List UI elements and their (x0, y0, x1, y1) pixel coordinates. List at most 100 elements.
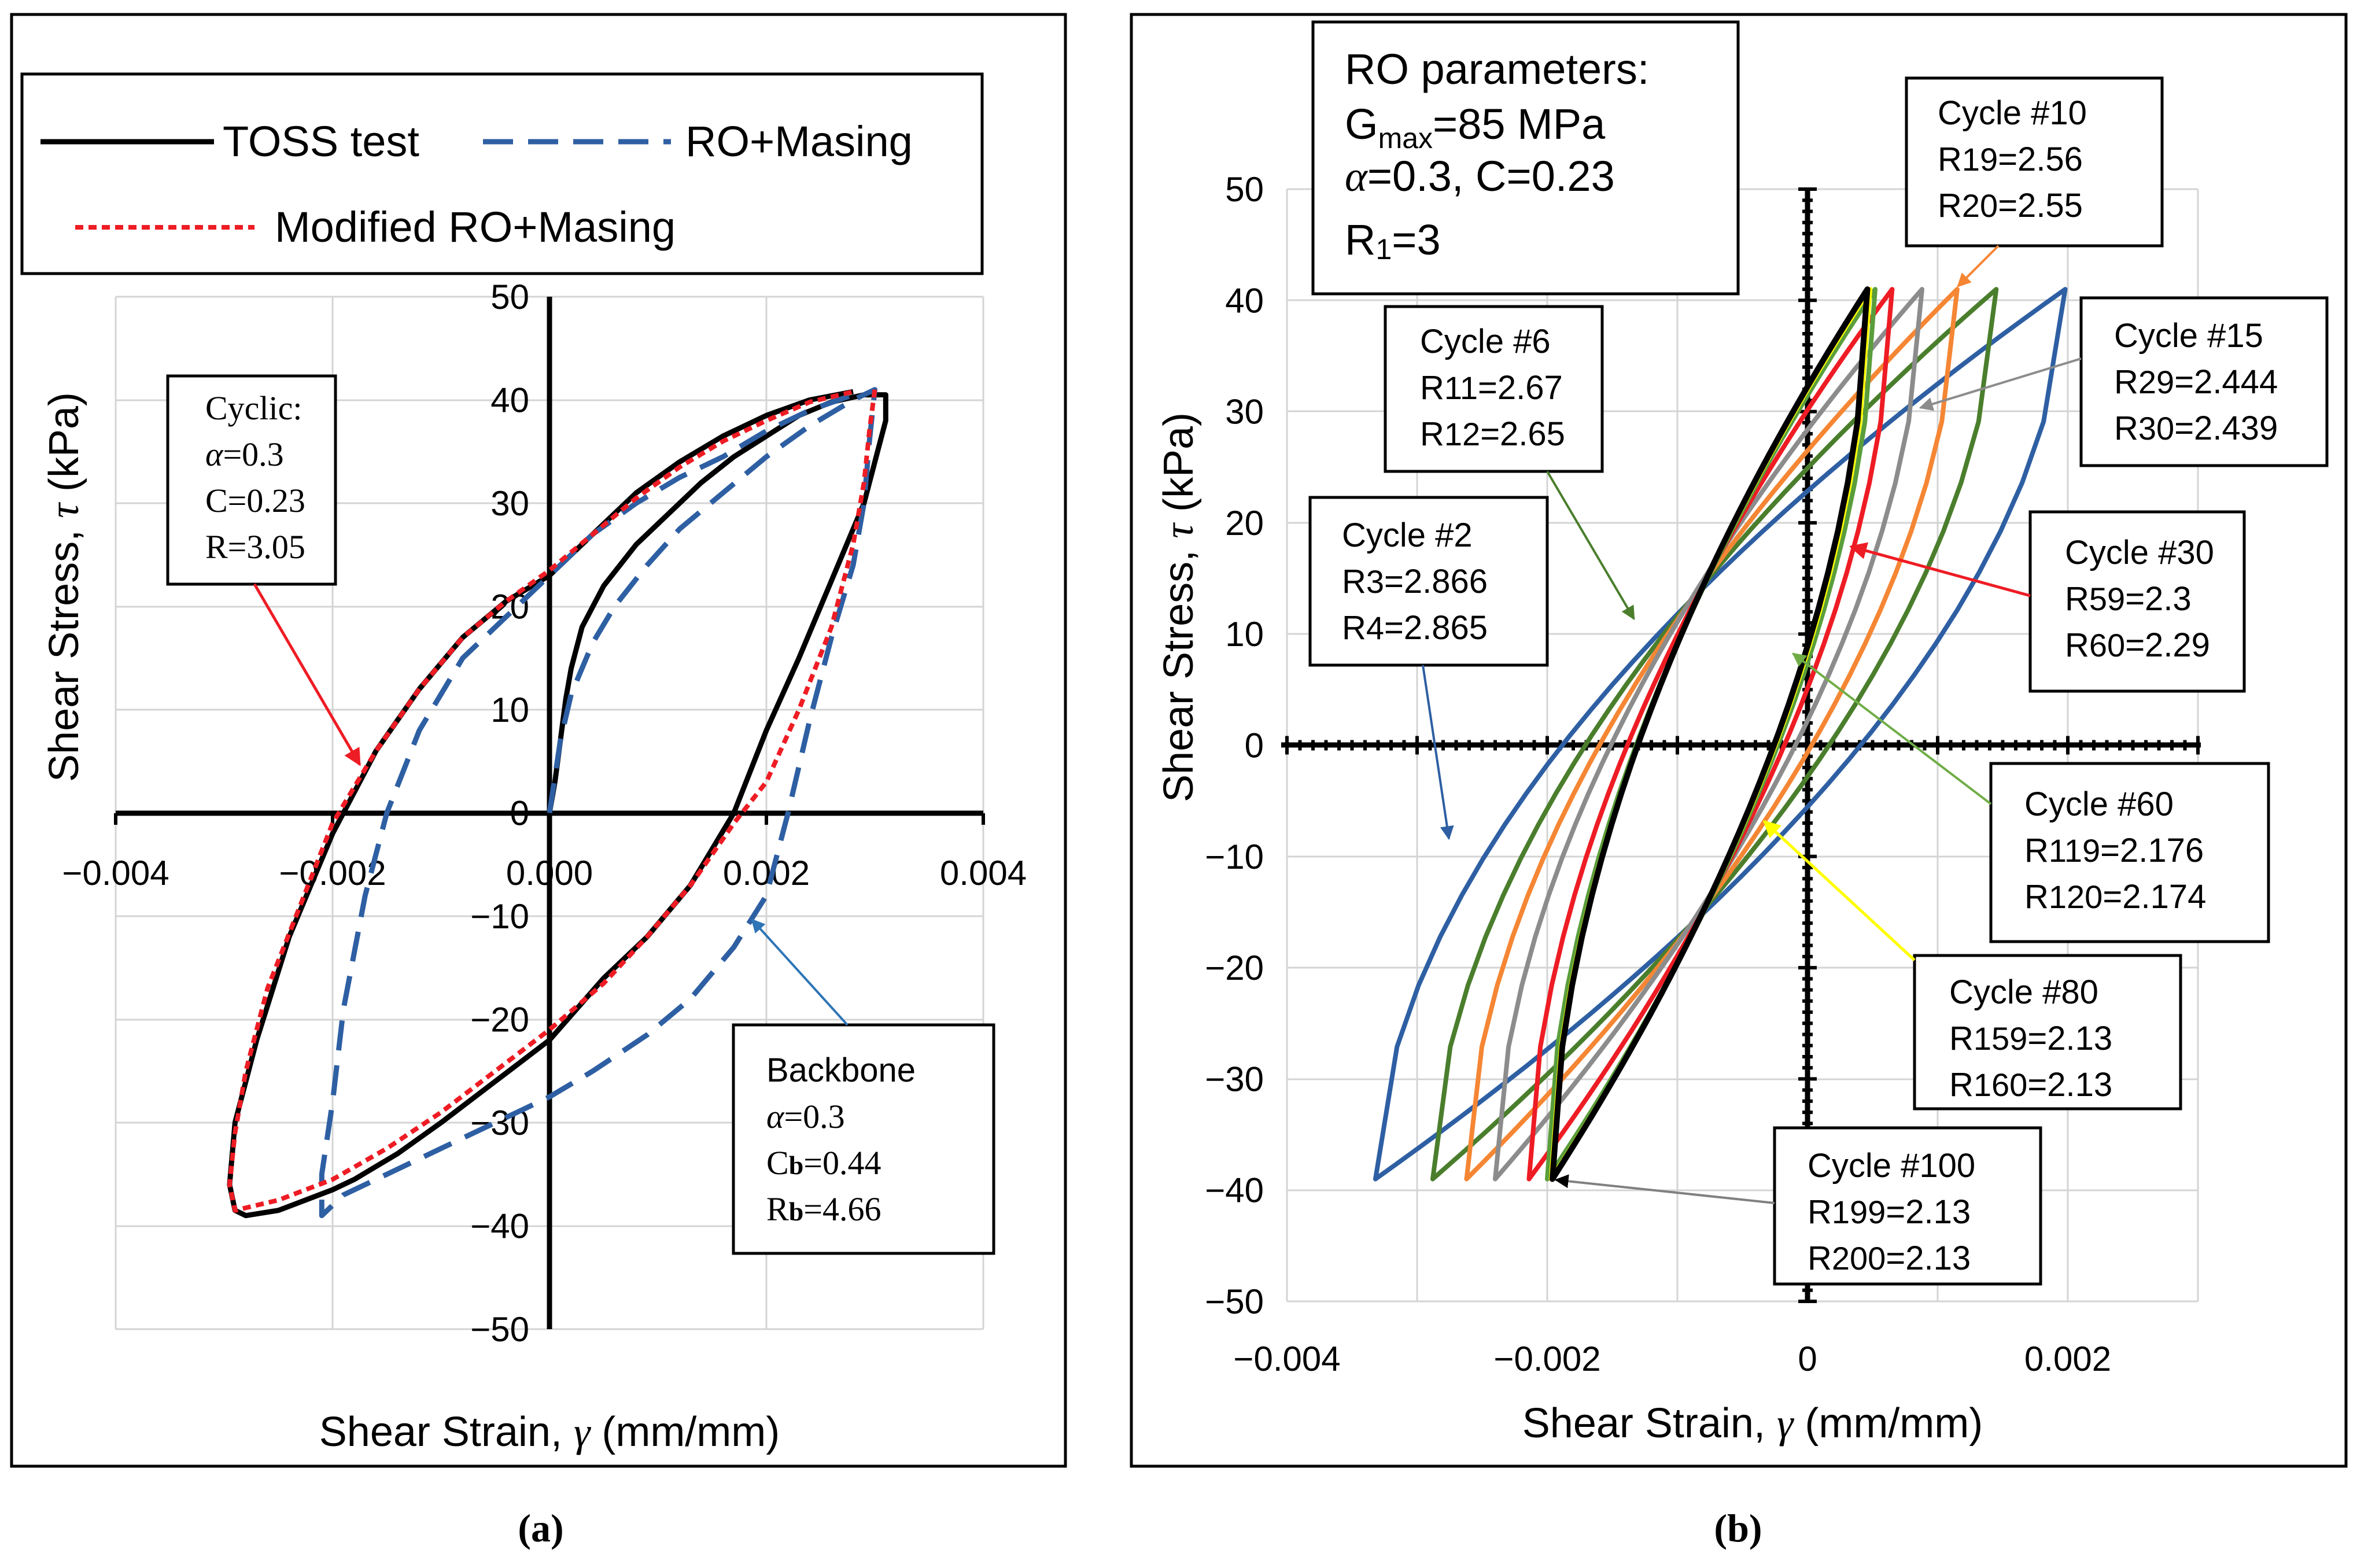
annotation-cycle-60-arrow (1792, 652, 1992, 805)
panel-b-y-tick-label: −30 (1205, 1060, 1264, 1098)
panel-b-series (1373, 286, 2068, 1182)
annotation-cycle-10-arrow (1957, 245, 2000, 287)
svg-text:Cycle #100: Cycle #100 (1808, 1147, 1975, 1185)
panel-b-y-tick-label: 50 (1225, 170, 1264, 209)
svg-text:R200=2.13: R200=2.13 (1808, 1239, 1971, 1277)
panel-a-x-tick-label: 0.002 (723, 854, 810, 892)
svg-text:α=0.3: α=0.3 (205, 436, 284, 473)
annotation-cycle-30-arrow (1849, 542, 2031, 597)
svg-text:Cycle #15: Cycle #15 (2114, 317, 2263, 355)
annotation-backbone-arrow (751, 918, 849, 1026)
annotation-cycle-80: Cycle #80 R159=2.13 R160=2.13 (1762, 820, 2182, 1110)
svg-text:R=3.05: R=3.05 (205, 528, 305, 566)
legend-label-ro: RO+Masing (685, 117, 913, 165)
svg-text:Cycle #6: Cycle #6 (1420, 323, 1551, 360)
panel-a-caption: (a) (518, 1506, 563, 1550)
svg-text:R11=2.67: R11=2.67 (1420, 369, 1563, 407)
panel-a-x-tick-labels: −0.004 −0.002 0.000 0.002 0.004 (62, 854, 1027, 892)
svg-text:R59=2.3: R59=2.3 (2065, 580, 2192, 618)
svg-text:Cycle #30: Cycle #30 (2065, 534, 2214, 571)
panel-b-x-tick-label: 0 (1798, 1340, 1817, 1378)
svg-text:C=0.23: C=0.23 (205, 482, 305, 519)
panel-a-legend: TOSS test RO+Masing Modified RO+Masing (20, 72, 984, 275)
panel-b-loop-cycle-10 (1464, 287, 1960, 1182)
panel-b-y-tick-labels: −50 −40 −30 −20 −10 0 10 20 30 40 50 (1205, 170, 1264, 1321)
svg-text:R3=2.866: R3=2.866 (1342, 563, 1488, 600)
panel-b-loop-cycle-6 (1430, 287, 1999, 1182)
panel-b-y-tick-label: 30 (1225, 393, 1264, 431)
panel-a-y-tick-label: −50 (470, 1310, 529, 1349)
svg-text:R60=2.29: R60=2.29 (2065, 626, 2210, 664)
annotation-cycle-6-arrow (1546, 470, 1635, 621)
svg-text:α=0.3: α=0.3 (766, 1098, 845, 1135)
svg-text:R29=2.444: R29=2.444 (2114, 363, 2278, 401)
annotation-cycle-100: Cycle #100 R199=2.13 R200=2.13 (1554, 1126, 2042, 1286)
svg-text:RO parameters:: RO parameters: (1345, 45, 1649, 93)
annotation-backbone: Backbone α=0.3 Cb=0.44 Rb=4.66 (732, 918, 995, 1255)
panel-a-series (227, 387, 888, 1219)
panel-a-y-axis-title: Shear Stress, τ (kPa) (41, 392, 87, 782)
annotation-cycle-10: Cycle #10 R19=2.56 R20=2.55 (1905, 76, 2164, 287)
panel-b-y-tick-label: −20 (1205, 949, 1264, 987)
annotation-cycle-6: Cycle #6 R11=2.67 R12=2.65 (1384, 305, 1635, 621)
svg-text:Cyclic:: Cyclic: (205, 389, 303, 427)
panel-a-y-tick-label: −20 (470, 1001, 529, 1039)
panel-a: −0.004 −0.002 0.000 0.002 0.004 −50−40−30−20… (10, 13, 1067, 1550)
svg-text:Cb=0.44: Cb=0.44 (766, 1144, 881, 1182)
annotation-cycle-30: Cycle #30 R59=2.3 R60=2.29 (1849, 510, 2246, 693)
panel-b-loop-cycle-100 (1550, 286, 1871, 1182)
svg-text:R20=2.55: R20=2.55 (1938, 187, 2083, 224)
annotation-cycle-60: Cycle #60 R119=2.176 R120=2.174 (1792, 652, 2270, 943)
annotation-cyclic: Cyclic: α=0.3 C=0.23 R=3.05 (166, 374, 362, 766)
panel-b-y-tick-label: 40 (1225, 281, 1264, 320)
panel-a-y-tick-label: −10 (470, 897, 529, 936)
svg-text:R160=2.13: R160=2.13 (1949, 1066, 2112, 1104)
panel-b-y-tick-label: 0 (1245, 726, 1264, 765)
annotation-cycle-80-arrow (1762, 820, 1916, 961)
panel-a-series-line-2 (227, 389, 877, 1213)
svg-text:R19=2.56: R19=2.56 (1938, 141, 2083, 178)
legend-label-modified: Modified RO+Masing (275, 203, 676, 251)
panel-b-y-tick-label: −50 (1205, 1282, 1264, 1321)
panel-b-x-tick-label: 0.002 (2024, 1340, 2111, 1378)
panel-a-y-tick-label: 10 (490, 691, 529, 729)
annotation-cycle-2: Cycle #2 R3=2.866 R4=2.865 (1308, 496, 1549, 840)
panel-b-loop-cycle-15 (1493, 287, 1924, 1182)
panel-a-y-tick-label: −40 (470, 1207, 529, 1246)
svg-text:R199=2.13: R199=2.13 (1808, 1193, 1971, 1231)
svg-text:R12=2.65: R12=2.65 (1420, 415, 1565, 453)
svg-text:R1=3: R1=3 (1345, 216, 1441, 265)
annotation-cycle-2-arrow (1422, 665, 1454, 840)
ro-parameters-box: RO parameters: Gmax=85 MPa α=0.3, C=0.23… (1311, 20, 1740, 296)
svg-text:R159=2.13: R159=2.13 (1949, 1020, 2112, 1057)
svg-text:R30=2.439: R30=2.439 (2114, 409, 2278, 447)
panel-b: −0.004 −0.002 0 0.002 −50 −40 −30 −20 −10 0 10 20 3… (1130, 13, 2348, 1550)
panel-a-y-tick-label: 50 (490, 278, 529, 316)
svg-text:Rb=4.66: Rb=4.66 (766, 1190, 881, 1228)
panel-b-y-tick-label: 10 (1225, 615, 1264, 654)
annotation-cycle-100-arrow (1554, 1174, 1775, 1204)
legend-label-toss: TOSS test (223, 117, 419, 165)
svg-text:R4=2.865: R4=2.865 (1342, 609, 1488, 647)
panel-a-x-tick-label: −0.002 (279, 854, 386, 892)
svg-text:R119=2.176: R119=2.176 (2024, 832, 2204, 869)
panel-a-y-tick-label: 0 (510, 794, 529, 833)
panel-a-y-tick-label: 30 (490, 484, 529, 523)
panel-b-x-tick-label: −0.002 (1493, 1340, 1600, 1378)
panel-b-y-tick-label: −40 (1205, 1171, 1264, 1210)
svg-text:Cycle #60: Cycle #60 (2024, 785, 2174, 823)
panel-a-x-tick-label: −0.004 (62, 854, 169, 892)
annotation-cyclic-arrow (253, 583, 362, 766)
panel-a-ticks (114, 813, 985, 825)
svg-text:Cycle #2: Cycle #2 (1342, 516, 1473, 554)
panel-b-y-tick-label: −10 (1205, 838, 1264, 876)
panel-b-x-tick-label: −0.004 (1233, 1340, 1340, 1378)
panel-b-loop-cycle-30 (1526, 287, 1895, 1182)
svg-text:Cycle #10: Cycle #10 (1938, 94, 2087, 132)
panel-a-series-line-1 (319, 387, 877, 1219)
panel-b-y-axis-title: Shear Stress, τ (kPa) (1156, 412, 1202, 802)
svg-text:Gmax=85 MPa: Gmax=85 MPa (1345, 100, 1606, 154)
panel-b-y-tick-label: 20 (1225, 504, 1264, 543)
